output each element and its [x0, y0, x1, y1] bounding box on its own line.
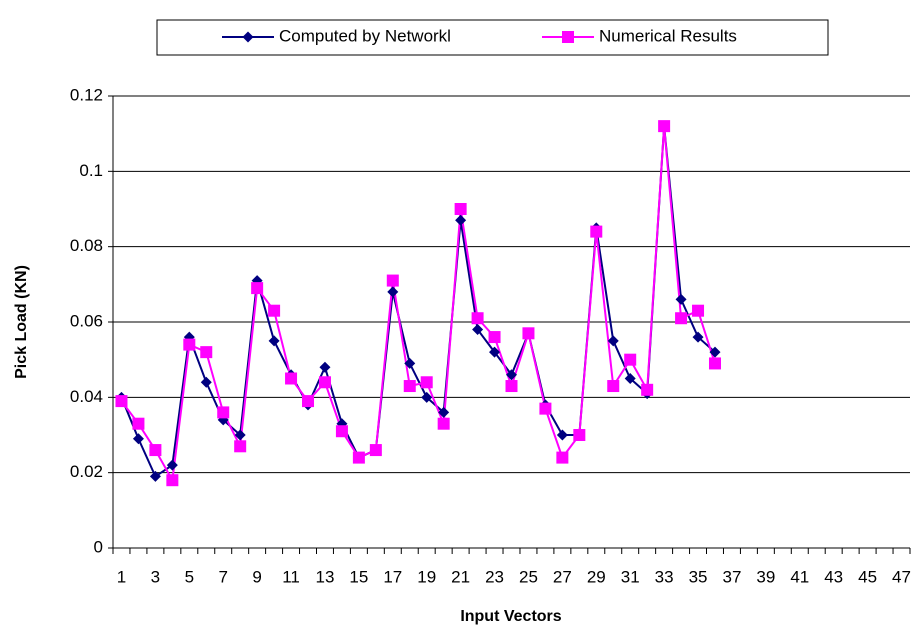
x-tick-label: 17 — [383, 567, 402, 586]
data-point — [488, 331, 501, 344]
data-point — [268, 304, 281, 317]
x-tick-label: 13 — [316, 567, 335, 586]
data-point — [489, 346, 501, 358]
data-point — [658, 120, 671, 133]
data-point — [471, 312, 484, 325]
data-point — [472, 324, 484, 336]
data-point — [539, 402, 552, 415]
x-axis-label: Input Vectors — [460, 608, 561, 625]
x-tick-label: 11 — [282, 567, 300, 586]
data-point — [692, 331, 704, 343]
x-tick-label: 35 — [689, 567, 708, 586]
data-point — [455, 214, 467, 226]
x-tick-label: 3 — [151, 567, 160, 586]
data-point — [318, 376, 331, 389]
data-point — [454, 203, 467, 215]
data-point — [386, 274, 399, 287]
data-point — [590, 225, 603, 238]
data-point — [437, 417, 450, 430]
data-point — [404, 357, 416, 369]
data-point — [607, 335, 619, 347]
data-point — [505, 380, 518, 393]
y-tick-label: 0.1 — [79, 161, 103, 180]
data-point — [285, 372, 298, 385]
data-point — [268, 335, 280, 347]
data-point — [692, 304, 705, 317]
data-point — [132, 417, 145, 430]
data-point — [556, 451, 569, 464]
data-point — [369, 444, 382, 457]
data-point — [624, 373, 636, 384]
x-tick-label: 23 — [485, 567, 504, 586]
data-point — [217, 406, 230, 419]
y-tick-label: 0.06 — [70, 311, 103, 330]
data-point — [335, 425, 348, 438]
data-point — [387, 286, 399, 298]
x-tick-label: 45 — [858, 567, 877, 586]
data-point — [624, 353, 637, 366]
data-point — [149, 470, 161, 482]
series-line — [120, 126, 716, 478]
data-point — [234, 429, 246, 441]
y-tick-label: 0.02 — [70, 462, 103, 481]
x-tick-label: 21 — [451, 567, 470, 586]
data-point — [421, 391, 433, 403]
x-tick-label: 39 — [756, 567, 775, 586]
legend-label: Numerical Results — [599, 26, 737, 45]
data-point — [709, 346, 721, 358]
data-point — [149, 444, 162, 457]
series-line — [120, 126, 716, 484]
x-tick-label: 47 — [892, 567, 911, 586]
data-point — [403, 380, 416, 393]
x-tick-label: 19 — [417, 567, 436, 586]
data-point — [200, 346, 213, 359]
x-tick-label: 37 — [722, 567, 741, 586]
data-point — [556, 429, 568, 441]
data-point — [251, 282, 264, 295]
data-point — [166, 459, 178, 471]
x-tick-label: 33 — [655, 567, 674, 586]
data-point — [352, 451, 365, 464]
x-tick-label: 41 — [790, 567, 809, 586]
x-tick-label: 27 — [553, 567, 572, 586]
data-point — [200, 376, 212, 388]
y-axis-label: Pick Load (KN) — [13, 265, 30, 379]
y-tick-label: 0.12 — [70, 85, 103, 104]
x-tick-label: 9 — [252, 567, 261, 586]
data-point — [319, 361, 331, 373]
data-point — [166, 474, 179, 487]
x-tick-label: 15 — [349, 567, 368, 586]
data-point — [708, 357, 721, 370]
legend-marker — [562, 31, 574, 43]
data-point — [675, 312, 688, 325]
data-point — [420, 376, 433, 389]
data-point — [302, 395, 315, 408]
data-point — [641, 383, 654, 396]
y-tick-label: 0.04 — [70, 387, 103, 406]
x-tick-label: 29 — [587, 567, 606, 586]
data-point — [607, 380, 620, 393]
x-tick-label: 1 — [117, 567, 126, 586]
data-point — [115, 395, 128, 408]
x-tick-label: 7 — [218, 567, 227, 586]
legend-marker — [242, 31, 254, 43]
data-point — [522, 327, 535, 340]
x-tick-label: 31 — [621, 567, 640, 586]
data-point — [132, 433, 144, 445]
data-point — [438, 406, 450, 418]
y-tick-label: 0 — [94, 537, 103, 556]
legend-label: Computed by Networkl — [279, 26, 451, 45]
x-tick-label: 25 — [519, 567, 538, 586]
data-point — [183, 338, 196, 351]
y-tick-label: 0.08 — [70, 236, 103, 255]
data-point — [234, 440, 247, 453]
data-point — [675, 293, 687, 305]
x-tick-label: 43 — [824, 567, 843, 586]
data-point — [506, 369, 517, 381]
x-tick-label: 5 — [185, 567, 194, 586]
data-point — [573, 429, 586, 441]
